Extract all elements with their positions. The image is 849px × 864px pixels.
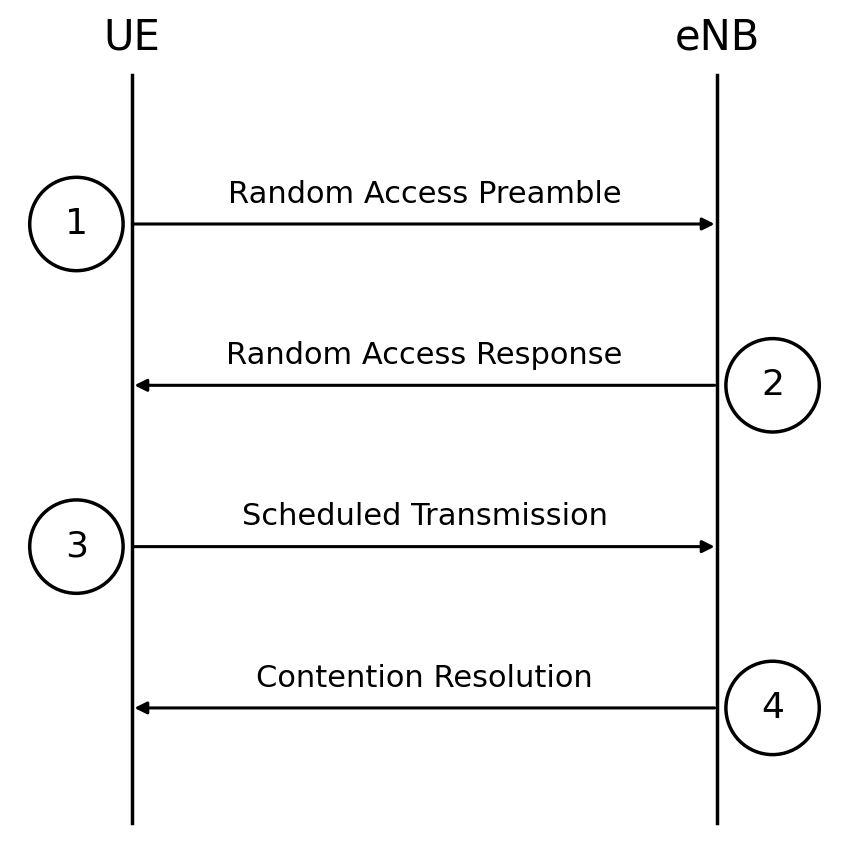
Text: 2: 2 <box>761 368 784 403</box>
Text: 1: 1 <box>65 207 88 241</box>
Text: Random Access Response: Random Access Response <box>227 341 622 370</box>
Text: eNB: eNB <box>675 16 760 59</box>
Text: 3: 3 <box>65 530 88 563</box>
Text: Random Access Preamble: Random Access Preamble <box>228 180 621 209</box>
Text: 4: 4 <box>761 691 784 725</box>
Text: Scheduled Transmission: Scheduled Transmission <box>241 502 608 531</box>
Text: Contention Resolution: Contention Resolution <box>256 664 593 693</box>
Text: UE: UE <box>104 16 160 59</box>
